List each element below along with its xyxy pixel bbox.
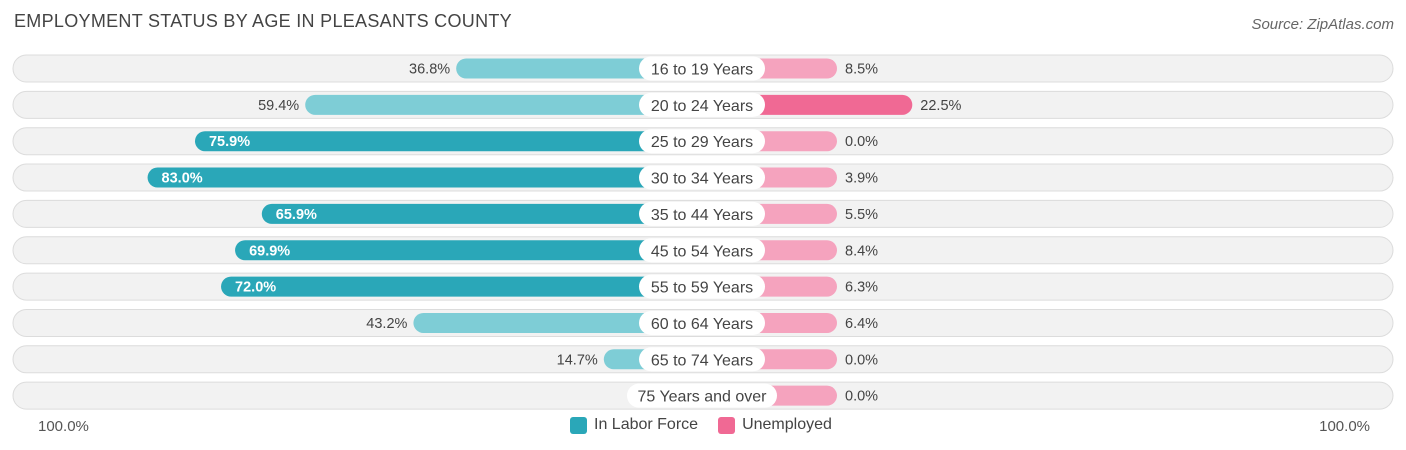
labor-force-bar[interactable] bbox=[221, 276, 703, 297]
labor-force-value-label: 75.9% bbox=[209, 134, 250, 150]
category-label: 16 to 19 Years bbox=[651, 62, 753, 79]
labor-force-value-label: 43.2% bbox=[366, 316, 407, 332]
unemployed-value-label: 6.3% bbox=[845, 280, 878, 296]
category-label: 35 to 44 Years bbox=[651, 207, 753, 224]
unemployed-value-label: 22.5% bbox=[920, 98, 961, 114]
category-label: 60 to 64 Years bbox=[651, 316, 753, 333]
unemployed-value-label: 5.5% bbox=[845, 207, 878, 223]
unemployed-value-label: 8.5% bbox=[845, 62, 878, 78]
category-pill bbox=[627, 383, 777, 408]
category-label: 55 to 59 Years bbox=[651, 280, 753, 297]
labor-force-value-label: 83.0% bbox=[162, 171, 203, 187]
unemployed-value-label: 6.4% bbox=[845, 316, 878, 332]
category-pill bbox=[639, 201, 765, 226]
category-label: 75 Years and over bbox=[638, 389, 768, 406]
chart-title: EMPLOYMENT STATUS BY AGE IN PLEASANTS CO… bbox=[14, 11, 512, 31]
labor-force-bar[interactable] bbox=[235, 240, 702, 261]
labor-force-bar[interactable] bbox=[305, 94, 702, 115]
labor-force-value-label: 69.9% bbox=[249, 243, 290, 259]
labor-force-bar[interactable] bbox=[194, 131, 702, 152]
labor-force-value-label: 59.4% bbox=[258, 98, 299, 114]
category-pill bbox=[639, 165, 765, 190]
unemployed-value-label: 3.9% bbox=[845, 171, 878, 187]
unemployed-value-label: 8.4% bbox=[845, 243, 878, 259]
category-pill bbox=[639, 347, 765, 372]
category-pill bbox=[639, 238, 765, 263]
unemployed-value-label: 0.0% bbox=[845, 352, 878, 368]
legend-label-labor-force: In Labor Force bbox=[594, 416, 699, 433]
legend-item-labor-force[interactable]: In Labor Force bbox=[570, 416, 698, 434]
unemployed-value-label: 0.0% bbox=[845, 134, 878, 150]
axis-right-label: 100.0% bbox=[1319, 418, 1370, 435]
legend-label-unemployed: Unemployed bbox=[742, 416, 832, 433]
labor-force-value-label: 14.7% bbox=[557, 352, 598, 368]
axis-left-label: 100.0% bbox=[38, 418, 89, 435]
labor-force-value-label: 72.0% bbox=[235, 280, 276, 296]
labor-force-bar[interactable] bbox=[413, 312, 702, 333]
source-note: Source: ZipAtlas.com bbox=[1251, 16, 1394, 33]
legend-swatch-unemployed bbox=[718, 416, 736, 434]
chart-area: 36.8% 8.5% 16 to 19 Years 59.4% 22.5% 20 to 2… bbox=[12, 54, 1394, 410]
category-label: 20 to 24 Years bbox=[651, 98, 753, 115]
labor-force-value-label: 36.8% bbox=[409, 62, 450, 78]
category-pill bbox=[639, 92, 765, 117]
category-pill bbox=[639, 310, 765, 335]
legend-item-unemployed[interactable]: Unemployed bbox=[718, 416, 832, 434]
labor-force-bar[interactable] bbox=[261, 203, 702, 224]
category-label: 25 to 29 Years bbox=[651, 134, 753, 151]
unemployed-value-label: 0.0% bbox=[845, 389, 878, 405]
category-pill bbox=[639, 274, 765, 299]
legend-swatch-labor-force bbox=[570, 416, 587, 434]
category-label: 65 to 74 Years bbox=[651, 352, 753, 369]
labor-force-value-label: 65.9% bbox=[276, 207, 317, 223]
labor-force-bar[interactable] bbox=[147, 167, 702, 188]
legend: In Labor Force Unemployed bbox=[570, 416, 844, 434]
category-label: 45 to 54 Years bbox=[651, 243, 753, 260]
category-pill bbox=[639, 129, 765, 154]
category-pill bbox=[639, 56, 765, 81]
category-label: 30 to 34 Years bbox=[651, 171, 753, 188]
